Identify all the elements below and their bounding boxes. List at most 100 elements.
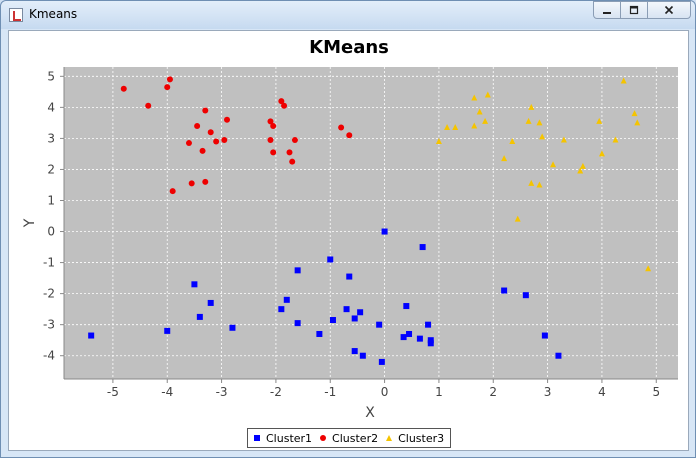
triangle-icon — [386, 435, 393, 441]
legend: Cluster1 Cluster2 Cluster3 — [247, 428, 452, 448]
close-button[interactable] — [647, 1, 691, 19]
cluster2-point — [202, 178, 209, 185]
cluster1-point — [283, 296, 290, 303]
cluster1-point — [316, 330, 323, 337]
x-tick-label: -1 — [324, 385, 336, 399]
cluster1-point — [522, 292, 529, 299]
legend-label: Cluster1 — [266, 431, 313, 445]
axes — [63, 67, 678, 380]
y-tick-label: -3 — [43, 318, 55, 332]
y-tick-label: 4 — [47, 100, 55, 114]
grid-lines — [64, 67, 678, 379]
cluster2-point — [289, 158, 296, 165]
legend-item-cluster1: Cluster1 — [254, 432, 312, 445]
window-title: Kmeans — [29, 7, 78, 21]
minimize-icon — [603, 12, 611, 14]
y-tick-label: 3 — [47, 131, 55, 145]
cluster2-point — [185, 140, 192, 147]
cluster3-point — [471, 122, 478, 129]
y-tick-label: 2 — [47, 162, 55, 176]
cluster3-point — [550, 161, 557, 168]
cluster1-point — [191, 281, 198, 288]
plot-area — [64, 67, 678, 379]
legend-label: Cluster2 — [332, 431, 379, 445]
y-tick-label: -1 — [43, 256, 55, 270]
cluster2-point — [169, 188, 176, 195]
cluster3-point — [482, 117, 489, 124]
x-tick-label: 5 — [652, 385, 660, 399]
cluster1-point — [327, 256, 334, 263]
x-tick-label: 2 — [489, 385, 497, 399]
cluster3-point — [620, 77, 627, 84]
cluster2-point — [221, 136, 228, 143]
x-axis-label: X — [365, 405, 375, 421]
scatter-chart: KMeans -5 -4 -3 -2 -1 0 1 2 3 4 5 -4 -3 -2 -1 0 1 2 3 4 5 X… — [22, 37, 678, 421]
cluster1-point — [378, 358, 385, 365]
close-icon — [664, 5, 674, 15]
cluster2-point — [207, 129, 214, 136]
y-tick-label: -4 — [43, 349, 55, 363]
title-bar[interactable]: Kmeans — [1, 1, 695, 29]
cluster3-point — [536, 119, 543, 126]
circle-icon — [320, 435, 327, 441]
x-tick-label: 0 — [381, 385, 389, 399]
cluster3-point — [525, 117, 532, 124]
x-axis-ticks: -5 -4 -3 -2 -1 0 1 2 3 4 5 — [107, 379, 660, 399]
legend-label: Cluster3 — [398, 431, 445, 445]
cluster3-point — [471, 94, 478, 101]
cluster1-point — [346, 273, 353, 280]
minimize-button[interactable] — [593, 1, 621, 19]
cluster1-point — [381, 228, 388, 235]
cluster3-point — [645, 265, 652, 272]
y-tick-label: 1 — [47, 193, 55, 207]
cluster1-point — [294, 320, 301, 327]
cluster2-point — [120, 85, 127, 92]
x-tick-label: -5 — [107, 385, 119, 399]
cluster1-point — [359, 352, 366, 359]
cluster3-point — [452, 124, 459, 131]
cluster3-point — [536, 181, 543, 188]
cluster2-point — [278, 98, 285, 105]
square-icon — [254, 435, 260, 441]
cluster3-point — [612, 136, 619, 143]
cluster1-point — [406, 330, 413, 337]
cluster2-point — [286, 149, 293, 156]
cluster1-point — [400, 334, 407, 341]
cluster1-point — [427, 337, 434, 344]
cluster1-point — [357, 309, 364, 316]
y-tick-label: 5 — [47, 69, 55, 83]
chart-panel: KMeans -5 -4 -3 -2 -1 0 1 2 3 4 5 -4 -3 -2 -1 0 1 2 3 4 5 X… — [8, 30, 689, 451]
cluster1-point — [88, 332, 95, 339]
cluster3-point — [577, 167, 584, 174]
maximize-button[interactable] — [620, 1, 648, 19]
cluster3-point — [634, 119, 641, 126]
cluster2-point — [164, 84, 171, 91]
cluster1-point — [376, 321, 383, 328]
cluster3-point — [435, 138, 442, 145]
cluster2-point — [194, 122, 201, 129]
cluster1-point — [351, 348, 358, 355]
cluster1-point — [425, 321, 432, 328]
y-tick-label: 0 — [47, 225, 55, 239]
cluster2-point — [281, 102, 288, 109]
x-tick-label: 1 — [435, 385, 443, 399]
cluster3-point — [596, 117, 603, 124]
cluster3-point — [560, 136, 567, 143]
cluster3-point — [528, 179, 535, 186]
cluster2-point — [346, 132, 353, 139]
cluster1-point — [164, 327, 171, 334]
cluster3-point — [476, 108, 483, 115]
cluster3-point — [484, 91, 491, 98]
cluster1-point — [555, 352, 562, 359]
cluster1-point — [416, 335, 423, 342]
cluster2-point — [199, 147, 206, 154]
cluster1-point — [501, 287, 508, 294]
cluster3-point — [539, 133, 546, 140]
cluster1-point — [427, 340, 434, 347]
legend-item-cluster2: Cluster2 — [320, 432, 378, 445]
y-tick-label: -2 — [43, 287, 55, 301]
cluster2-point — [202, 107, 209, 114]
cluster1-point — [343, 306, 350, 313]
cluster2-point — [270, 149, 277, 156]
